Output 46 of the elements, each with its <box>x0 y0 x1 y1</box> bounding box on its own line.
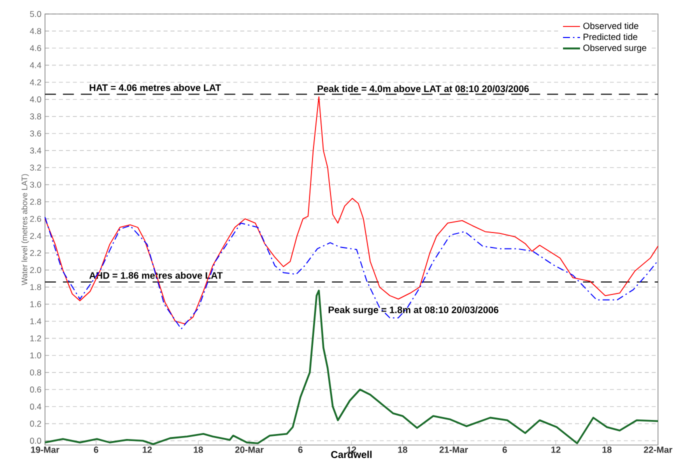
y-tick-label: 4.8 <box>30 28 42 34</box>
x-tick-label: 18 <box>602 446 612 453</box>
x-tick-label: 21-Mar <box>440 446 468 453</box>
y-tick-label: 3.0 <box>30 182 42 188</box>
y-tick-label: 3.6 <box>30 130 42 136</box>
y-tick-label: 2.8 <box>30 198 42 205</box>
y-tick-label: 2.2 <box>30 250 42 256</box>
y-tick-label: 1.2 <box>30 335 42 342</box>
y-tick-label: 2.0 <box>30 267 42 274</box>
x-tick-label: 19-Mar <box>31 446 60 453</box>
x-tick-label: 6 <box>502 446 507 453</box>
y-tick-label: 4.2 <box>30 79 42 86</box>
x-tick-label: 22-Mar <box>644 446 672 453</box>
ref-line-label: HAT = 4.06 metres above LAT <box>90 84 221 92</box>
y-tick-label: 0.0 <box>30 438 42 444</box>
y-tick-label: 3.4 <box>30 148 42 154</box>
y-tick-label: 0.2 <box>30 420 42 427</box>
x-tick-label: 6 <box>298 446 303 453</box>
y-tick-label: 2.4 <box>30 232 42 239</box>
y-tick-label: 2.6 <box>30 216 42 222</box>
y-tick-label: 0.8 <box>30 369 42 376</box>
x-tick-label: 12 <box>551 446 560 453</box>
x-tick-label: 6 <box>94 446 98 453</box>
y-tick-label: 3.2 <box>30 164 42 171</box>
legend-label: Observed surge <box>583 44 646 53</box>
x-tick-label: 18 <box>398 446 408 453</box>
y-tick-label: 4.6 <box>30 45 42 52</box>
y-tick-label: 1.8 <box>30 284 42 290</box>
x-tick-label: 18 <box>194 446 203 453</box>
y-tick-label: 0.4 <box>30 404 42 410</box>
x-tick-label: 12 <box>347 446 356 453</box>
y-tick-label: 0.6 <box>30 386 42 393</box>
x-tick-label: 20-Mar <box>235 446 264 453</box>
y-tick-label: 1.0 <box>30 352 42 358</box>
annotation: Peak tide = 4.0m above LAT at 08:10 20/03/2006 <box>318 85 529 92</box>
y-tick-label: 4.4 <box>30 62 42 68</box>
y-tick-label: 4.0 <box>30 96 42 102</box>
x-tick-label: 12 <box>142 446 152 453</box>
y-tick-label: 1.6 <box>30 301 42 308</box>
annotation: Peak surge = 1.8m at 08:10 20/03/2006 <box>328 306 498 316</box>
legend-label: Predicted tide <box>584 33 638 40</box>
y-tick-label: 5.0 <box>30 11 42 17</box>
y-tick-label: 1.4 <box>30 318 42 324</box>
y-tick-label: 3.8 <box>30 113 42 120</box>
x-axis-title: Cardwell <box>331 450 372 458</box>
legend-label: Observed tide <box>583 22 638 30</box>
